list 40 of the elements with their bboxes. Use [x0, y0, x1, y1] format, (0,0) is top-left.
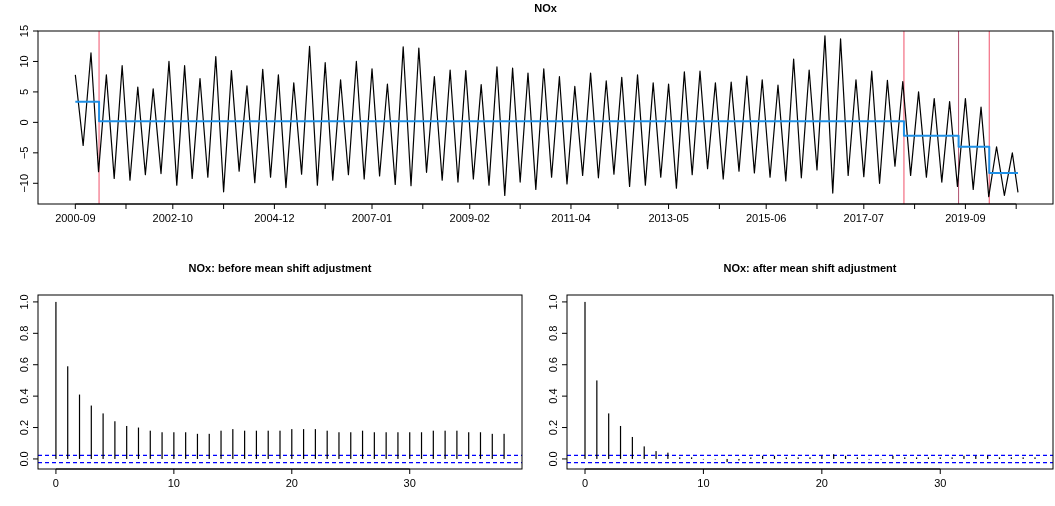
y-tick-label: 0.4 [18, 388, 30, 404]
chart-title: NOx: after mean shift adjustment [723, 262, 897, 274]
y-tick-label: 5 [18, 88, 30, 95]
x-tick-label: 30 [934, 477, 947, 489]
x-tick-label: 2015-06 [746, 212, 787, 224]
y-tick-label: 1.0 [18, 294, 30, 310]
x-tick-label: 2019-09 [945, 212, 986, 224]
x-tick-label: 2002-10 [152, 212, 193, 224]
chart-title: NOx: before mean shift adjustment [188, 262, 372, 274]
x-tick-label: 2009-02 [449, 212, 490, 224]
x-tick-label: 0 [581, 477, 589, 489]
x-tick-label: 10 [697, 477, 710, 489]
x-tick-label: 30 [403, 477, 416, 489]
x-tick-label: 2017-07 [843, 212, 884, 224]
y-tick-label: 0.2 [18, 419, 30, 436]
x-tick-label: 2013-05 [648, 212, 689, 224]
y-tick-label: 0.6 [547, 357, 559, 373]
y-tick-label: −5 [18, 146, 30, 160]
y-tick-label: 0.8 [18, 325, 30, 341]
y-tick-label: 15 [18, 24, 30, 38]
y-tick-label: 1.0 [547, 294, 559, 310]
y-tick-label: 0.2 [547, 419, 559, 436]
y-tick-label: 0.0 [547, 451, 559, 467]
y-tick-label: 0.6 [18, 357, 30, 373]
y-tick-label: 0.8 [547, 325, 559, 341]
x-tick-label: 10 [167, 477, 180, 489]
x-tick-label: 0 [52, 477, 59, 489]
y-tick-label: 10 [18, 55, 30, 68]
line-series [74, 35, 1019, 198]
y-tick-label: 0.0 [18, 451, 30, 467]
x-tick-label: 2011-04 [551, 212, 591, 224]
y-tick-label: 0.4 [547, 388, 559, 404]
x-tick-label: 2007-01 [351, 212, 393, 224]
x-tick-label: 20 [815, 477, 828, 489]
y-tick-label: −10 [18, 173, 30, 193]
y-tick-label: 0 [18, 119, 30, 126]
x-tick-label: 2000-09 [55, 212, 96, 224]
x-tick-label: 2004-12 [254, 212, 295, 224]
x-tick-label: 20 [285, 477, 298, 489]
chart-title: NOx [534, 2, 558, 14]
